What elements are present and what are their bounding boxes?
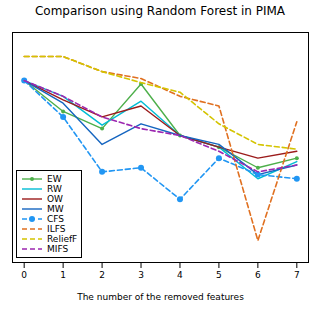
svg-text:3: 3 bbox=[138, 270, 144, 280]
html-text:OW: OW bbox=[47, 194, 63, 204]
html-text:CFS: CFS bbox=[47, 214, 64, 224]
html-text:MIFS: MIFS bbox=[47, 244, 69, 254]
html-text:MW: MW bbox=[47, 204, 64, 214]
svg-text:0: 0 bbox=[21, 270, 27, 280]
svg-text:2: 2 bbox=[99, 270, 105, 280]
html-text:RW: RW bbox=[47, 184, 62, 194]
svg-text:5: 5 bbox=[216, 270, 222, 280]
svg-text:7: 7 bbox=[294, 270, 300, 280]
svg-text:4: 4 bbox=[177, 270, 183, 280]
svg-text:1: 1 bbox=[60, 270, 66, 280]
svg-text:The number of the removed feat: The number of the removed features bbox=[76, 292, 244, 302]
svg-text:6: 6 bbox=[255, 270, 261, 280]
html-text:Comparison using Random Forest: Comparison using Random Forest in PIMA bbox=[34, 4, 286, 18]
html-text:EW: EW bbox=[47, 174, 62, 184]
html-text:ReliefF: ReliefF bbox=[47, 234, 78, 244]
html-text:ILFS: ILFS bbox=[47, 224, 66, 234]
